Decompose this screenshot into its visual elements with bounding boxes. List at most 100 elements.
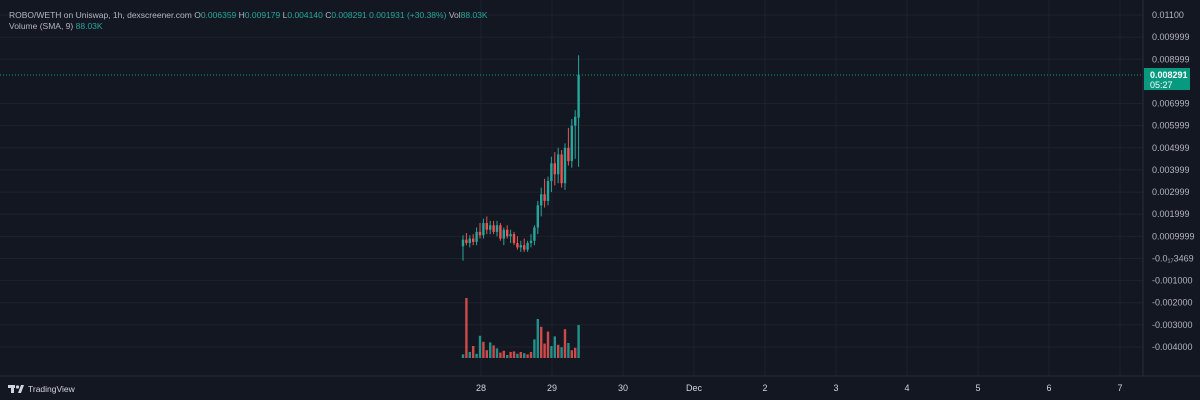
candle-body — [563, 147, 567, 184]
volume-bar — [536, 319, 539, 358]
candle-body — [560, 154, 563, 184]
candle-body — [540, 194, 543, 206]
y-tick-label: -0.003000 — [1152, 320, 1193, 330]
candle-body — [567, 147, 570, 162]
tradingview-logo[interactable]: TradingView — [8, 384, 75, 394]
y-tick-label: -0.0₁₇3469 — [1152, 253, 1194, 263]
volume-indicator-value: 88.03K — [75, 21, 103, 31]
volume-bar — [523, 353, 526, 358]
candle-body — [577, 74, 580, 118]
candle-body — [468, 238, 471, 243]
x-tick-label: 3 — [833, 383, 838, 393]
volume-bar — [563, 329, 567, 358]
y-tick-label: 0.006999 — [1152, 99, 1190, 109]
volume-bar — [553, 336, 556, 358]
candle-body — [546, 181, 550, 201]
candle-body — [495, 225, 499, 232]
y-tick-label: 0.002999 — [1152, 187, 1190, 197]
candle-body — [533, 227, 536, 241]
candle-body — [506, 229, 509, 237]
legend-open: 0.006359 — [200, 10, 237, 20]
legend-high-key: H — [238, 10, 245, 20]
legend-open-key: O — [194, 10, 201, 20]
volume-bar — [519, 352, 522, 358]
candle-body — [526, 242, 529, 250]
time-axis: 28 29 30 Dec 2 3 4 5 6 7 — [476, 383, 1123, 393]
volume-bar — [546, 331, 550, 358]
candle-body — [502, 229, 505, 239]
candle-body — [478, 231, 482, 236]
candle-body — [557, 154, 560, 175]
x-tick-label: 4 — [904, 383, 909, 393]
volume-bar — [495, 348, 499, 358]
candle-body — [472, 238, 475, 242]
volume-bar — [540, 326, 543, 358]
y-tick-label: 0.003999 — [1152, 165, 1190, 175]
volume-bar — [468, 352, 471, 358]
legend-low: 0.004140 — [287, 10, 323, 20]
last-price-value: 0.008291 — [1150, 70, 1188, 80]
tradingview-brand: TradingView — [28, 384, 75, 394]
volume-bar — [533, 339, 536, 358]
volume-bar — [499, 352, 502, 358]
candle-body — [553, 163, 556, 175]
volume-bar — [502, 350, 505, 358]
x-tick-label: 30 — [618, 383, 628, 393]
legend-low-key: L — [282, 10, 288, 20]
candle-body — [482, 223, 485, 236]
bar-countdown: 05:27 — [1150, 80, 1173, 90]
candle-body — [529, 240, 533, 243]
volume-bar — [557, 344, 560, 358]
volume-bar — [478, 335, 482, 358]
volume-bar — [472, 346, 475, 358]
candle-body — [516, 242, 519, 248]
legend-change: 0.001931 (+30.38%) — [369, 10, 447, 20]
y-tick-label: 0.01100 — [1152, 10, 1184, 20]
legend-volume[interactable]: Volume (SMA, 9) 88.03K — [9, 21, 488, 32]
candle-body — [543, 194, 546, 201]
chart-legend: ROBO/WETH on Uniswap, 1h, dexscreener.co… — [9, 10, 488, 32]
volume-bar — [475, 353, 478, 358]
volume-bar — [485, 350, 488, 358]
candlesticks — [461, 55, 580, 261]
candle-body — [485, 223, 488, 230]
volume-bar — [489, 342, 492, 358]
candle-body — [523, 245, 526, 250]
volume-bar — [574, 347, 577, 358]
volume-bar — [506, 355, 509, 358]
candle-body — [570, 125, 573, 162]
legend-close-key: C — [325, 10, 332, 20]
legend-high: 0.009179 — [244, 10, 281, 20]
legend-title: ROBO/WETH on Uniswap, 1h, dexscreener.co… — [9, 10, 192, 20]
volume-indicator-label: Volume (SMA, 9) — [9, 21, 74, 31]
volume-bar — [560, 347, 563, 358]
candle-body — [512, 234, 516, 243]
candle-body — [550, 163, 553, 181]
last-price-badge: 0.008291 05:27 — [1144, 68, 1190, 90]
volume-bars — [461, 298, 580, 358]
y-tick-label: 0.004999 — [1152, 143, 1190, 153]
volume-bar — [567, 343, 570, 358]
volume-bar — [543, 343, 546, 358]
y-tick-label: -0.002000 — [1152, 298, 1193, 308]
volume-bar — [482, 341, 485, 358]
tradingview-icon — [8, 385, 24, 393]
x-tick-label: Dec — [686, 383, 703, 393]
legend-vol-key: Vol — [448, 10, 461, 20]
candle-body — [489, 225, 492, 230]
x-tick-label: 6 — [1046, 383, 1051, 393]
grid — [0, 0, 1143, 376]
y-tick-label: 0.009999 — [1152, 32, 1190, 42]
y-tick-label: -0.004000 — [1152, 342, 1193, 352]
y-tick-label: 0.001999 — [1152, 209, 1190, 219]
volume-bar — [526, 354, 529, 358]
volume-bar — [550, 346, 553, 358]
x-tick-label: 28 — [476, 383, 486, 393]
candle-body — [536, 205, 539, 228]
legend-close: 0.008291 — [331, 10, 367, 20]
volume-bar — [465, 298, 468, 358]
candle-body — [509, 234, 512, 237]
legend-ohlc: ROBO/WETH on Uniswap, 1h, dexscreener.co… — [9, 10, 488, 21]
candle-body — [492, 225, 495, 232]
